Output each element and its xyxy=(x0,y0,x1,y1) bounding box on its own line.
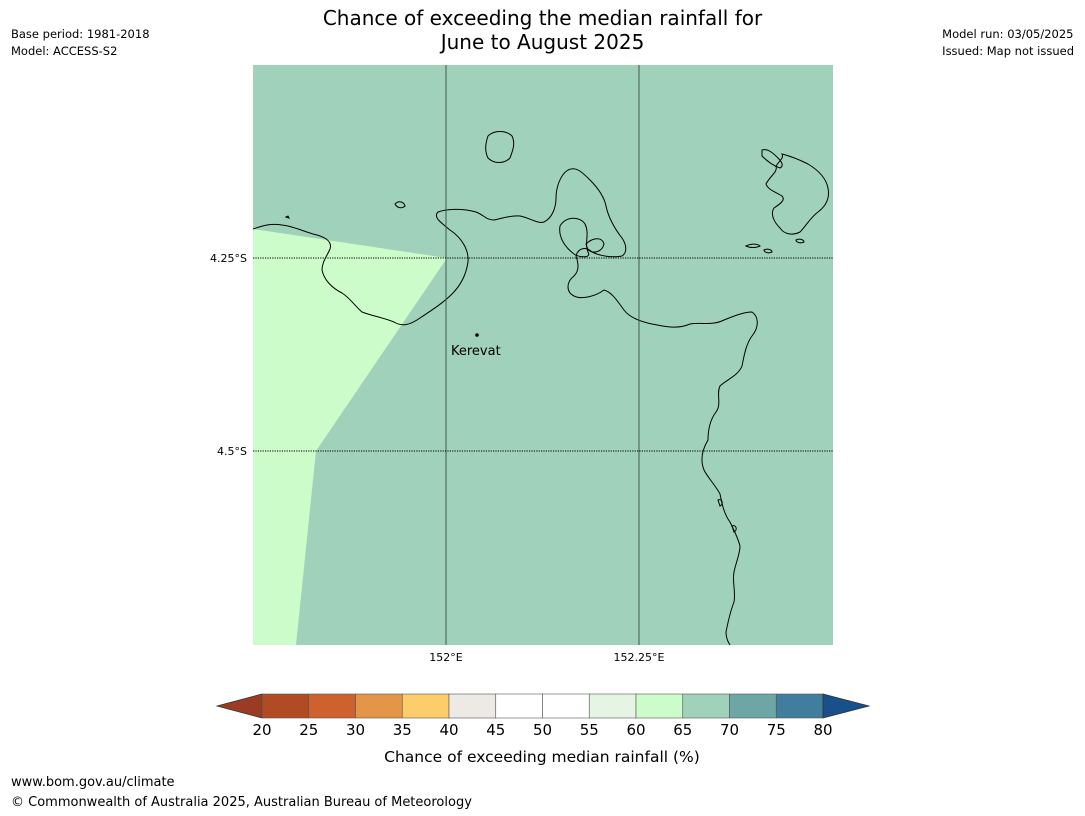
footer-copyright: © Commonwealth of Australia 2025, Austra… xyxy=(11,795,472,810)
map-panel: Kerevat 4.25°S 4.5°S 152°E 152.25°E xyxy=(210,65,833,664)
colorbar-tick-label: 60 xyxy=(626,721,645,739)
colorbar-tick-label: 35 xyxy=(393,721,412,739)
colorbar-under-arrow xyxy=(215,693,263,719)
colorbar-segment xyxy=(635,693,684,719)
lat-label-4-25s: 4.25°S xyxy=(210,252,247,265)
base-period: Base period: 1981-2018 xyxy=(11,27,150,41)
colorbar-segment xyxy=(775,693,824,719)
coastline xyxy=(252,131,829,646)
colorbar-tick-label: 25 xyxy=(299,721,318,739)
map-title: Chance of exceeding the median rainfall … xyxy=(260,6,825,54)
colorbar-tick-label: 55 xyxy=(580,721,599,739)
colorbar-segment xyxy=(682,693,730,719)
model-name: Model: ACCESS-S2 xyxy=(11,44,118,58)
kerevat-label: Kerevat xyxy=(451,344,501,359)
colorbar-over-arrow xyxy=(822,693,871,719)
lon-label-152-25e: 152.25°E xyxy=(614,651,665,664)
model-run: Model run: 03/05/2025 xyxy=(942,27,1074,41)
colorbar-label: Chance of exceeding median rainfall (%) xyxy=(384,748,700,766)
colorbar-tick-label: 45 xyxy=(486,721,505,739)
graticule xyxy=(253,65,833,645)
colorbar-ticks: 20 25 30 35 40 45 50 55 60 65 70 75 80 xyxy=(252,721,832,739)
colorbar-segment xyxy=(729,693,777,719)
model-info: Base period: 1981-2018 Model: ACCESS-S2 xyxy=(11,26,150,60)
colorbar-segment xyxy=(261,693,310,719)
colorbar-tick-label: 75 xyxy=(767,721,786,739)
colorbar-segment xyxy=(588,693,637,719)
colorbar-segments xyxy=(261,693,824,719)
colorbar-segment xyxy=(401,693,450,719)
footer-url: www.bom.gov.au/climate xyxy=(11,775,175,790)
title-line-2: June to August 2025 xyxy=(440,30,645,54)
colorbar-segment xyxy=(308,693,356,719)
colorbar-tick-label: 40 xyxy=(439,721,458,739)
colorbar-segment xyxy=(542,693,590,719)
colorbar-tick-label: 50 xyxy=(533,721,552,739)
colorbar-tick-label: 70 xyxy=(720,721,739,739)
issued-status: Issued: Map not issued xyxy=(942,44,1074,58)
kerevat-marker xyxy=(475,333,479,337)
colorbar-tick-label: 80 xyxy=(813,721,832,739)
colorbar: 20 25 30 35 40 45 50 55 60 65 70 75 80 Chance of exc… xyxy=(215,693,871,766)
title-line-1: Chance of exceeding the median rainfall … xyxy=(322,6,763,30)
colorbar-tick-label: 65 xyxy=(673,721,692,739)
lon-label-152e: 152°E xyxy=(429,651,462,664)
lat-label-4-5s: 4.5°S xyxy=(217,445,247,458)
run-info: Model run: 03/05/2025 Issued: Map not is… xyxy=(942,26,1074,60)
zone-60-65 xyxy=(253,229,447,645)
colorbar-segment xyxy=(448,693,497,719)
colorbar-segment xyxy=(495,693,543,719)
colorbar-tick-label: 30 xyxy=(346,721,365,739)
colorbar-tick-label: 20 xyxy=(252,721,271,739)
colorbar-segment xyxy=(355,693,403,719)
